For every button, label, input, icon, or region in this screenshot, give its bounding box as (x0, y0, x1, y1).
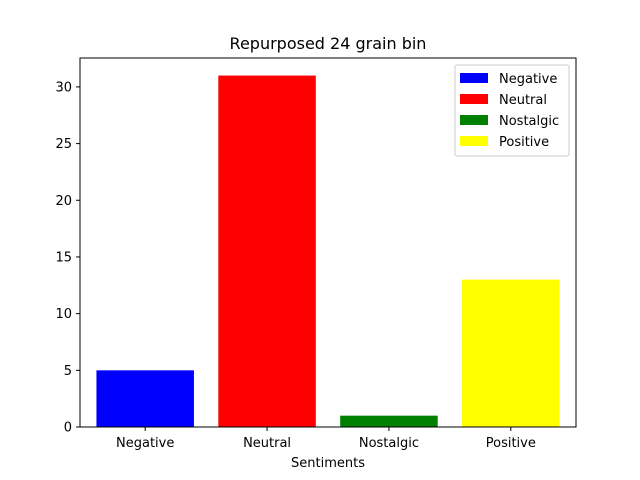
legend-swatch-neutral (460, 94, 488, 104)
x-axis-label: Sentiments (291, 456, 365, 471)
legend-swatch-positive (460, 136, 488, 146)
legend-box (454, 64, 570, 157)
legend-swatch-negative (460, 73, 488, 83)
legend-swatch-nostalgic (460, 115, 488, 125)
legend-label-nostalgic: Nostalgic (499, 114, 559, 129)
legend: Negative Neutral Nostalgic Positive (454, 64, 570, 157)
bar-positive (462, 279, 560, 427)
y-tick-label-30: 30 (55, 80, 72, 95)
legend-label-neutral: Neutral (499, 93, 547, 108)
bar-nostalgic (340, 415, 438, 427)
x-tick-label-positive: Positive (486, 436, 536, 451)
x-tick-label-negative: Negative (116, 436, 174, 451)
legend-label-negative: Negative (499, 72, 557, 87)
y-axis: 0 5 10 15 20 25 30 (55, 80, 80, 436)
y-tick-label-5: 5 (64, 364, 72, 379)
y-tick-label-0: 0 (64, 421, 72, 436)
x-axis: Negative Neutral Nostalgic Positive (116, 427, 536, 451)
y-tick-label-15: 15 (55, 250, 72, 265)
x-tick-label-neutral: Neutral (243, 436, 291, 451)
legend-label-positive: Positive (499, 135, 549, 150)
y-tick-label-20: 20 (55, 194, 72, 209)
bar-negative (96, 370, 194, 427)
y-tick-label-10: 10 (55, 307, 72, 322)
x-tick-label-nostalgic: Nostalgic (359, 436, 419, 451)
bars-group (96, 75, 560, 427)
bar-neutral (218, 75, 316, 427)
plot-frame (79, 57, 577, 428)
chart-title: Repurposed 24 grain bin (230, 34, 427, 53)
y-tick-label-25: 25 (55, 137, 72, 152)
